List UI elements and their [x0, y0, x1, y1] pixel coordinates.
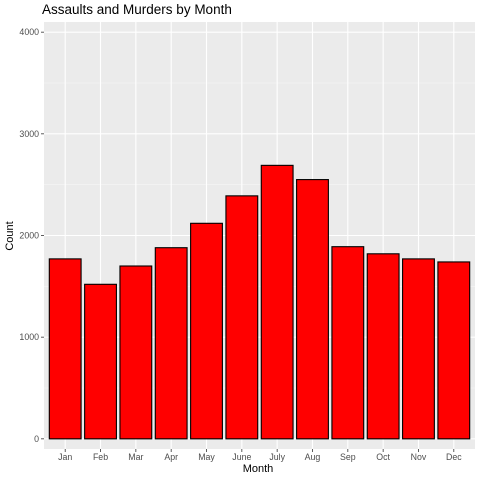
x-tick-label: Feb — [93, 452, 108, 462]
x-tick-label: Nov — [411, 452, 427, 462]
y-tick-label: 4000 — [19, 27, 39, 37]
y-tick-label: 3000 — [19, 129, 39, 139]
x-tick-label: June — [232, 452, 251, 462]
x-tick-label: Apr — [164, 452, 178, 462]
x-tick-label: July — [269, 452, 285, 462]
x-axis-title: Month — [243, 463, 274, 475]
x-axis: Jan Feb Mar Apr May June July Aug Sep Oct Nov Dec — [58, 449, 462, 462]
bar-may — [191, 223, 223, 439]
x-tick-label: Sep — [340, 452, 356, 462]
x-tick-label: Dec — [446, 452, 462, 462]
y-axis: 0 1000 2000 3000 4000 — [19, 27, 44, 444]
x-tick-label: Oct — [376, 452, 390, 462]
bar-dec — [438, 262, 470, 439]
x-tick-label: Mar — [128, 452, 143, 462]
bar-jan — [49, 259, 81, 439]
bar-mar — [120, 266, 152, 439]
y-tick-label: 0 — [34, 434, 39, 444]
bar-aug — [297, 180, 329, 439]
bar-nov — [403, 259, 435, 439]
bar-sep — [332, 247, 364, 439]
bar-feb — [85, 284, 117, 439]
x-tick-label: Jan — [58, 452, 72, 462]
bar-oct — [367, 254, 399, 439]
y-tick-label: 2000 — [19, 231, 39, 241]
y-tick-label: 1000 — [19, 332, 39, 342]
bar-june — [226, 196, 258, 439]
bar-apr — [155, 248, 187, 439]
x-tick-label: May — [198, 452, 215, 462]
y-axis-title: Count — [4, 221, 16, 250]
bar-july — [261, 165, 293, 438]
x-tick-label: Aug — [305, 452, 321, 462]
chart-title: Assaults and Murders by Month — [42, 2, 232, 17]
